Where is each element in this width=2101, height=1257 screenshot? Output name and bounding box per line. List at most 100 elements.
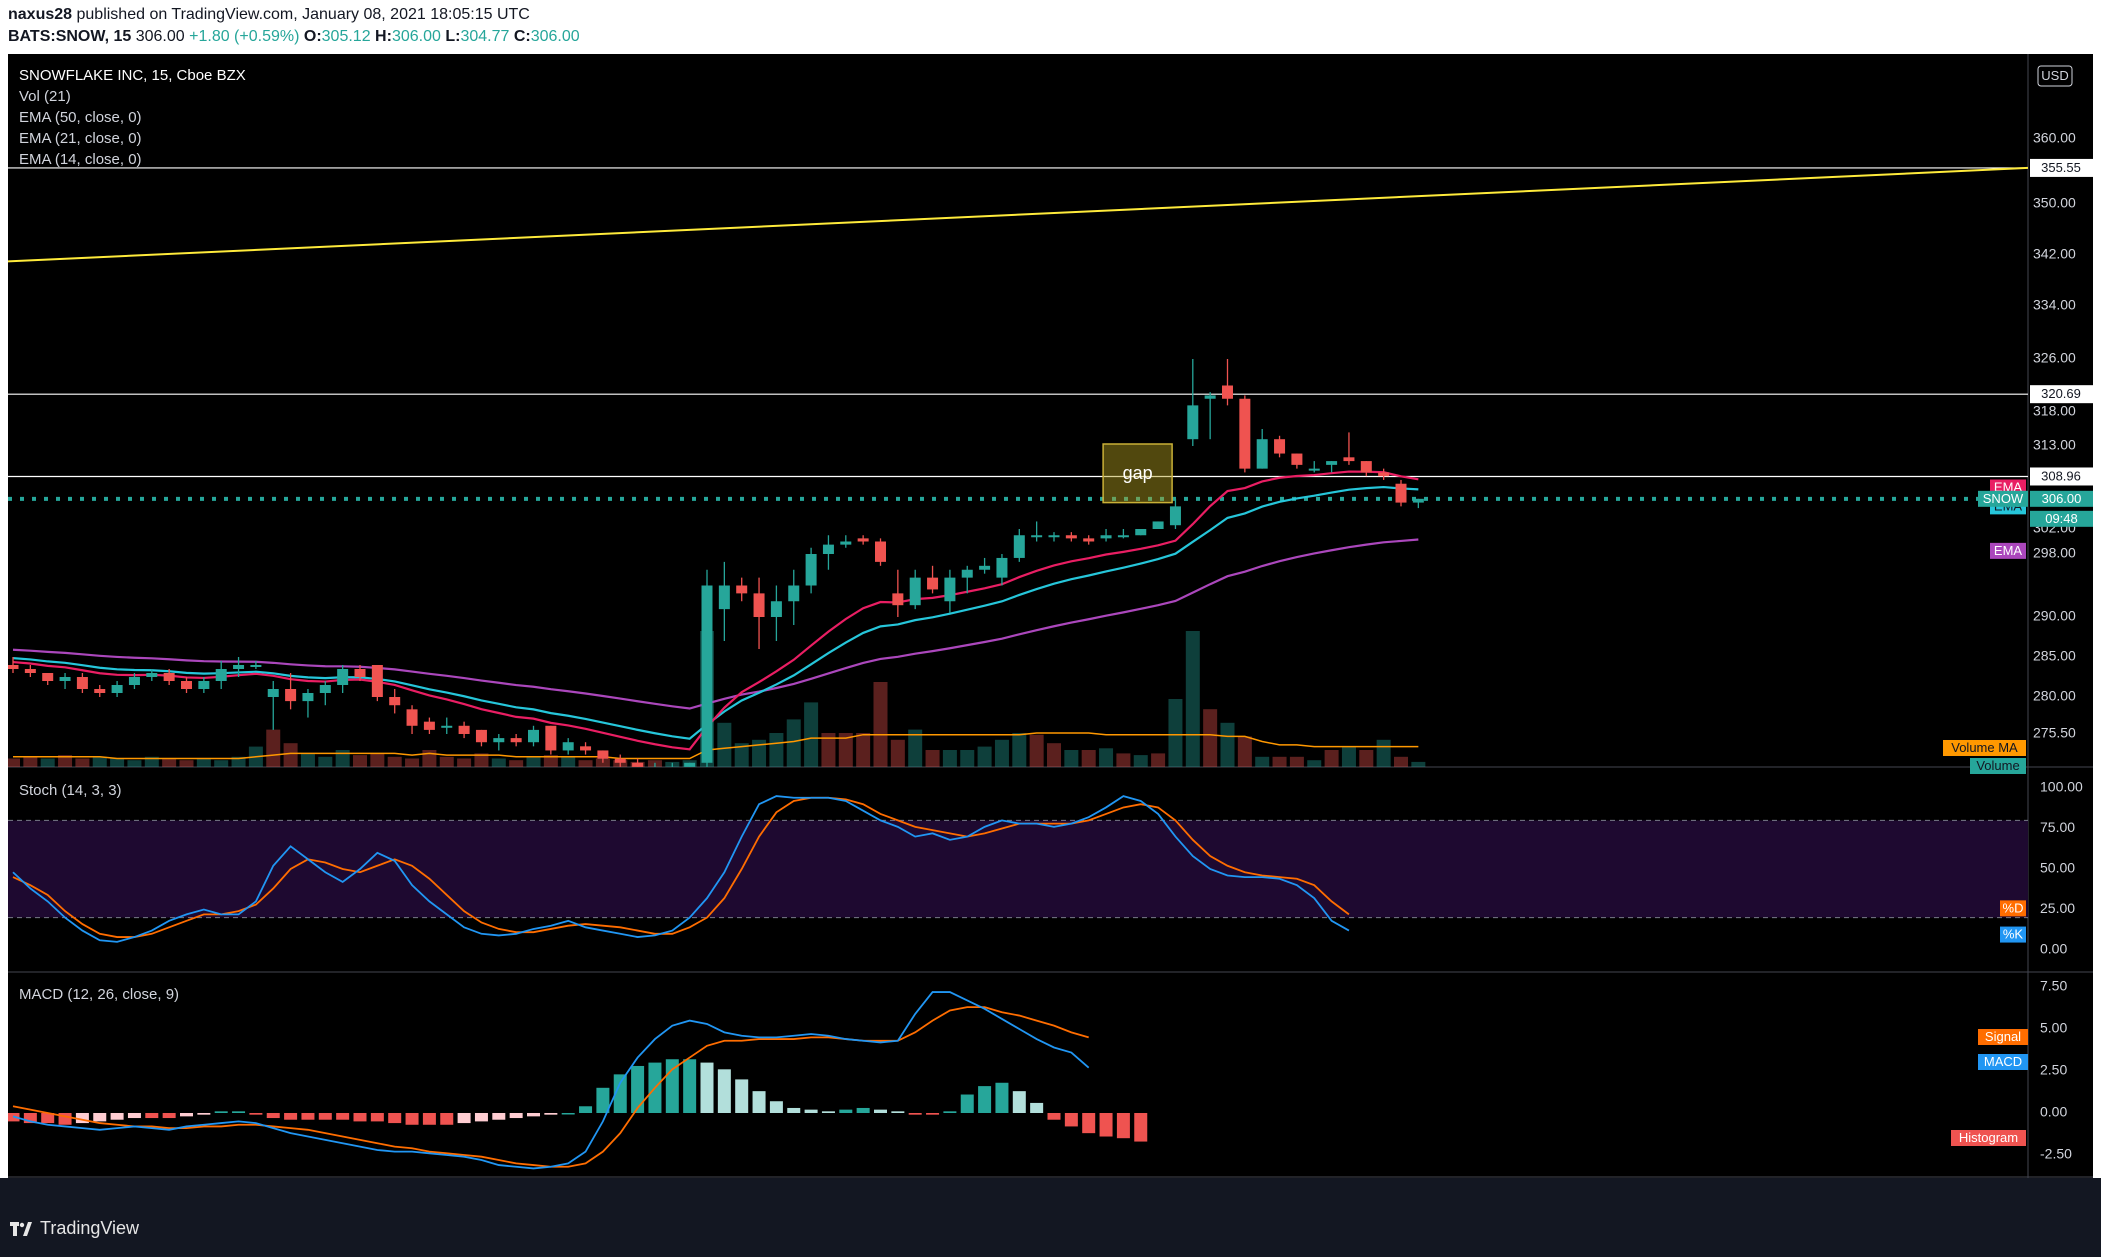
volume-bar [300, 753, 315, 767]
candle-body [1083, 538, 1095, 542]
macd-histogram-bar [1047, 1113, 1061, 1120]
author-name[interactable]: naxus28 [8, 6, 73, 23]
snow-price-badge: 306.00 [2042, 491, 2082, 506]
candle-body [1222, 385, 1233, 399]
volume-bar [543, 755, 558, 767]
candle-body [1152, 521, 1164, 529]
candle-body [493, 738, 505, 743]
macd-histogram-bar [440, 1113, 454, 1125]
candle-body [337, 669, 349, 685]
macd-histogram-bar [249, 1113, 263, 1115]
price-axis-tick: 275.50 [2033, 725, 2076, 741]
candle-body [389, 697, 401, 706]
chart-canvas[interactable]: gap 360.00 350.00 342.00 334.00 326.00 318.00 3… [8, 54, 2093, 1178]
footer-bar [0, 1178, 2101, 1257]
macd-histogram-bar [162, 1113, 176, 1119]
candle-body [1239, 398, 1251, 469]
candle-body [215, 669, 227, 681]
macd-histogram-bar [1030, 1102, 1044, 1113]
macd-histogram-bar [457, 1113, 471, 1124]
candle-body [701, 585, 713, 763]
stoch-d-badge-bg [2000, 900, 2026, 917]
macd-histogram-bar [908, 1113, 922, 1115]
level-badge-resistance_mid: 320.69 [2041, 386, 2081, 401]
volume-bar [1203, 709, 1218, 767]
macd-histogram-bar [631, 1065, 645, 1113]
candle-body [979, 565, 991, 570]
macd-histogram-bar [769, 1101, 783, 1113]
volume-bar [1116, 753, 1131, 767]
volume-bar [1411, 761, 1426, 767]
candle-body [927, 577, 939, 590]
volume-bar [1168, 699, 1183, 767]
macd-histogram-bar [58, 1113, 72, 1125]
stoch-axis-tick: 75.00 [2040, 819, 2075, 835]
macd-histogram-bar [336, 1113, 350, 1120]
macd-histogram-bar [353, 1113, 367, 1122]
stoch-axis-tick: 100.00 [2040, 779, 2083, 795]
macd-histogram-bar [232, 1111, 246, 1113]
high-label: H: [375, 28, 392, 45]
snow-price-badge-bg [2030, 490, 2093, 507]
chart-frame[interactable]: gap 360.00 350.00 342.00 334.00 326.00 318.00 3… [8, 54, 2093, 1178]
volume-bar [977, 746, 992, 767]
macd-histogram-bar [613, 1074, 627, 1113]
candle-body [371, 665, 383, 697]
candle-body [1395, 483, 1407, 503]
candle-body [319, 685, 331, 693]
volume-bar [179, 760, 194, 767]
volume-bar [1099, 748, 1114, 767]
ohlc-line: BATS:SNOW, 15 306.00 +1.80 (+0.59%) O:30… [8, 28, 580, 46]
currency-box [2037, 65, 2073, 87]
macd-histogram-bar [926, 1113, 940, 1115]
candle-body [545, 725, 557, 751]
candle-body [857, 538, 869, 542]
candle-body [580, 746, 592, 751]
candle-body [1169, 506, 1181, 526]
candle-body [1308, 468, 1320, 471]
macd-histogram-bar [891, 1111, 905, 1113]
candle-body [510, 738, 522, 743]
volume-badge-bg [1970, 758, 2026, 774]
low-value: 304.77 [460, 28, 510, 45]
price-axis-tick: 280.00 [2033, 688, 2076, 704]
volume-bar [1237, 736, 1252, 767]
volume-bar [491, 758, 506, 767]
candle-body [24, 669, 36, 673]
level-badge-resistance_low-bg [2030, 467, 2093, 486]
macd-histogram-bar [856, 1107, 870, 1113]
candle-body [285, 689, 297, 702]
candle-body [163, 673, 175, 681]
stoch-d-line [12, 796, 1350, 938]
volume-bar [1133, 755, 1148, 767]
snow-badge: SNOW [1983, 491, 2024, 506]
candle-body [1031, 535, 1043, 538]
volume-bar [873, 682, 888, 767]
price-axis-tick: 290.00 [2033, 608, 2076, 624]
volume-bar [1220, 722, 1235, 767]
macd-histogram-bar [301, 1113, 315, 1120]
candle-body [562, 742, 574, 751]
candle-body [1256, 439, 1268, 469]
volume-bar [457, 758, 472, 767]
stoch-k-badge-bg [2000, 926, 2026, 943]
volume-bar [1047, 743, 1061, 767]
macd-signal-badge-bg [1978, 1029, 2028, 1045]
candle-body [1291, 453, 1303, 465]
volume-bar [439, 756, 454, 767]
stoch-d-badge: %D [2003, 900, 2024, 915]
volume-bar [1185, 631, 1200, 767]
candle-body [181, 681, 192, 689]
last-price: 306.00 [135, 28, 185, 45]
candle-body [649, 766, 661, 767]
level-badge-resistance_low: 308.96 [2041, 468, 2081, 483]
macd-histogram-bar [1134, 1113, 1148, 1142]
candle-body [996, 557, 1008, 578]
volume-bar [942, 750, 957, 767]
macd-axis-tick: 2.50 [2040, 1062, 2067, 1078]
tradingview-logo[interactable]: TradingView [10, 1218, 139, 1239]
volume-bar [335, 750, 350, 767]
volume-bar [1151, 753, 1166, 767]
candle-body [111, 685, 123, 693]
volume-bar [387, 756, 402, 767]
